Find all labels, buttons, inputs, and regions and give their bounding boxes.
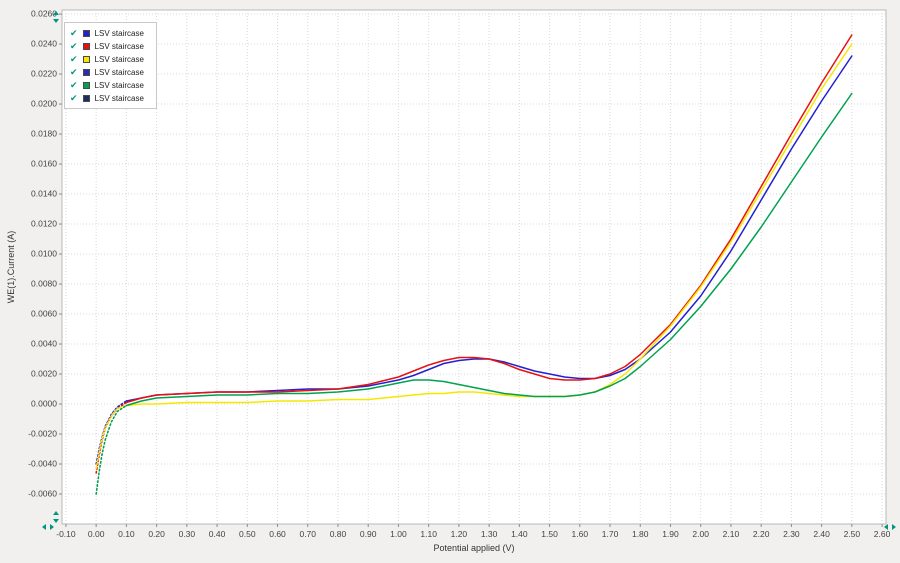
x-tick-label: 1.20	[451, 529, 468, 539]
x-tick-label: 2.10	[723, 529, 740, 539]
x-tick-label: 1.90	[662, 529, 679, 539]
x-tick-label: 0.70	[299, 529, 316, 539]
x-axis-scroll-handle[interactable]	[884, 524, 896, 530]
curve-3	[125, 92, 853, 407]
x-tick-label: 2.20	[753, 529, 770, 539]
y-tick-label: 0.0060	[31, 309, 57, 319]
y-tick-label: -0.0060	[28, 489, 57, 499]
legend-label: LSV staircase	[94, 28, 144, 38]
x-tick-label: 1.10	[420, 529, 437, 539]
y-tick-label: 0.0000	[31, 399, 57, 409]
checkbox-checked-icon[interactable]: ✔	[70, 92, 78, 103]
x-axis-scroll-handle[interactable]	[42, 524, 54, 530]
x-tick-label: 0.10	[118, 529, 135, 539]
y-tick-label: 0.0020	[31, 369, 57, 379]
checkbox-checked-icon[interactable]: ✔	[70, 53, 78, 64]
legend-item-4[interactable]: ✔ LSV staircase	[70, 79, 144, 91]
checkbox-checked-icon[interactable]: ✔	[70, 79, 78, 90]
curve-2	[125, 43, 853, 407]
legend-item-0[interactable]: ✔ LSV staircase	[70, 27, 144, 39]
x-tick-label: 0.40	[209, 529, 226, 539]
curve-1	[125, 34, 853, 404]
y-tick-labels: -0.0060 -0.0040 -0.0020 0.0000 0.0020 0.0040 0…	[28, 9, 57, 499]
checkbox-checked-icon[interactable]: ✔	[70, 40, 78, 51]
legend-item-5[interactable]: ✔ LSV staircase	[70, 92, 144, 104]
x-tick-label: 1.00	[390, 529, 407, 539]
x-tick-label: 1.60	[572, 529, 589, 539]
y-axis-scroll-handle[interactable]	[53, 11, 59, 23]
x-tick-label: 1.30	[481, 529, 498, 539]
x-tick-label: 1.80	[632, 529, 649, 539]
x-tick-label: 0.00	[88, 529, 105, 539]
y-tick-label: 0.0260	[31, 9, 57, 19]
series-color-swatch	[82, 29, 90, 37]
x-tick-label: 1.40	[511, 529, 528, 539]
series-color-swatch	[82, 81, 90, 89]
series-curves	[95, 34, 853, 495]
x-tick-label: 0.80	[330, 529, 347, 539]
legend-item-2[interactable]: ✔ LSV staircase	[70, 53, 144, 65]
checkbox-checked-icon[interactable]: ✔	[70, 66, 78, 77]
legend-item-1[interactable]: ✔ LSV staircase	[70, 40, 144, 52]
y-tick-label: 0.0160	[31, 159, 57, 169]
series-color-swatch	[82, 68, 90, 76]
series-color-swatch	[82, 42, 90, 50]
series-color-swatch	[82, 94, 90, 102]
legend-label: LSV staircase	[94, 67, 144, 77]
y-tick-label: -0.0020	[28, 429, 57, 439]
y-tick-label: 0.0120	[31, 219, 57, 229]
legend-item-3[interactable]: ✔ LSV staircase	[70, 66, 144, 78]
gridlines	[62, 10, 886, 524]
axis-pan-handles[interactable]	[42, 11, 896, 530]
x-tick-label: 2.30	[783, 529, 800, 539]
y-tick-label: -0.0040	[28, 459, 57, 469]
y-tick-label: 0.0040	[31, 339, 57, 349]
y-tick-label: 0.0080	[31, 279, 57, 289]
curve-start-dotted-3	[95, 404, 128, 495]
x-tick-label: 0.50	[239, 529, 256, 539]
legend-label: LSV staircase	[94, 80, 144, 90]
x-tick-label: 2.50	[844, 529, 861, 539]
x-tick-label: 2.40	[813, 529, 830, 539]
legend-label: LSV staircase	[94, 41, 144, 51]
axis-ticks	[59, 13, 883, 527]
x-tick-label: 1.70	[602, 529, 619, 539]
y-tick-label: 0.0240	[31, 39, 57, 49]
curve-start-dotted-2	[95, 404, 128, 470]
legend: ✔ LSV staircase ✔ LSV staircase ✔ LSV stairca…	[64, 22, 157, 109]
x-axis-title: Potential applied (V)	[433, 543, 515, 553]
x-tick-label: 2.00	[692, 529, 709, 539]
x-tick-labels: -0.10 0.00 0.10 0.20 0.30 0.40 0.50 0.60 0.70 0.8…	[56, 529, 890, 539]
y-tick-label: 0.0180	[31, 129, 57, 139]
y-axis-scroll-handle[interactable]	[53, 511, 59, 523]
x-tick-label: 0.30	[179, 529, 196, 539]
x-tick-label: 2.60	[874, 529, 891, 539]
plot-area	[61, 9, 887, 525]
series-color-swatch	[82, 55, 90, 63]
y-tick-label: 0.0140	[31, 189, 57, 199]
y-tick-label: 0.0200	[31, 99, 57, 109]
x-tick-label: 1.50	[541, 529, 558, 539]
x-tick-label: 0.90	[360, 529, 377, 539]
y-tick-label: 0.0220	[31, 69, 57, 79]
x-tick-label: 0.20	[148, 529, 165, 539]
y-tick-label: 0.0100	[31, 249, 57, 259]
x-tick-label: -0.10	[56, 529, 76, 539]
legend-label: LSV staircase	[94, 93, 144, 103]
y-axis-title: WE(1).Current (A)	[6, 230, 16, 304]
x-tick-label: 0.60	[269, 529, 286, 539]
legend-label: LSV staircase	[94, 54, 144, 64]
checkbox-checked-icon[interactable]: ✔	[70, 27, 78, 38]
